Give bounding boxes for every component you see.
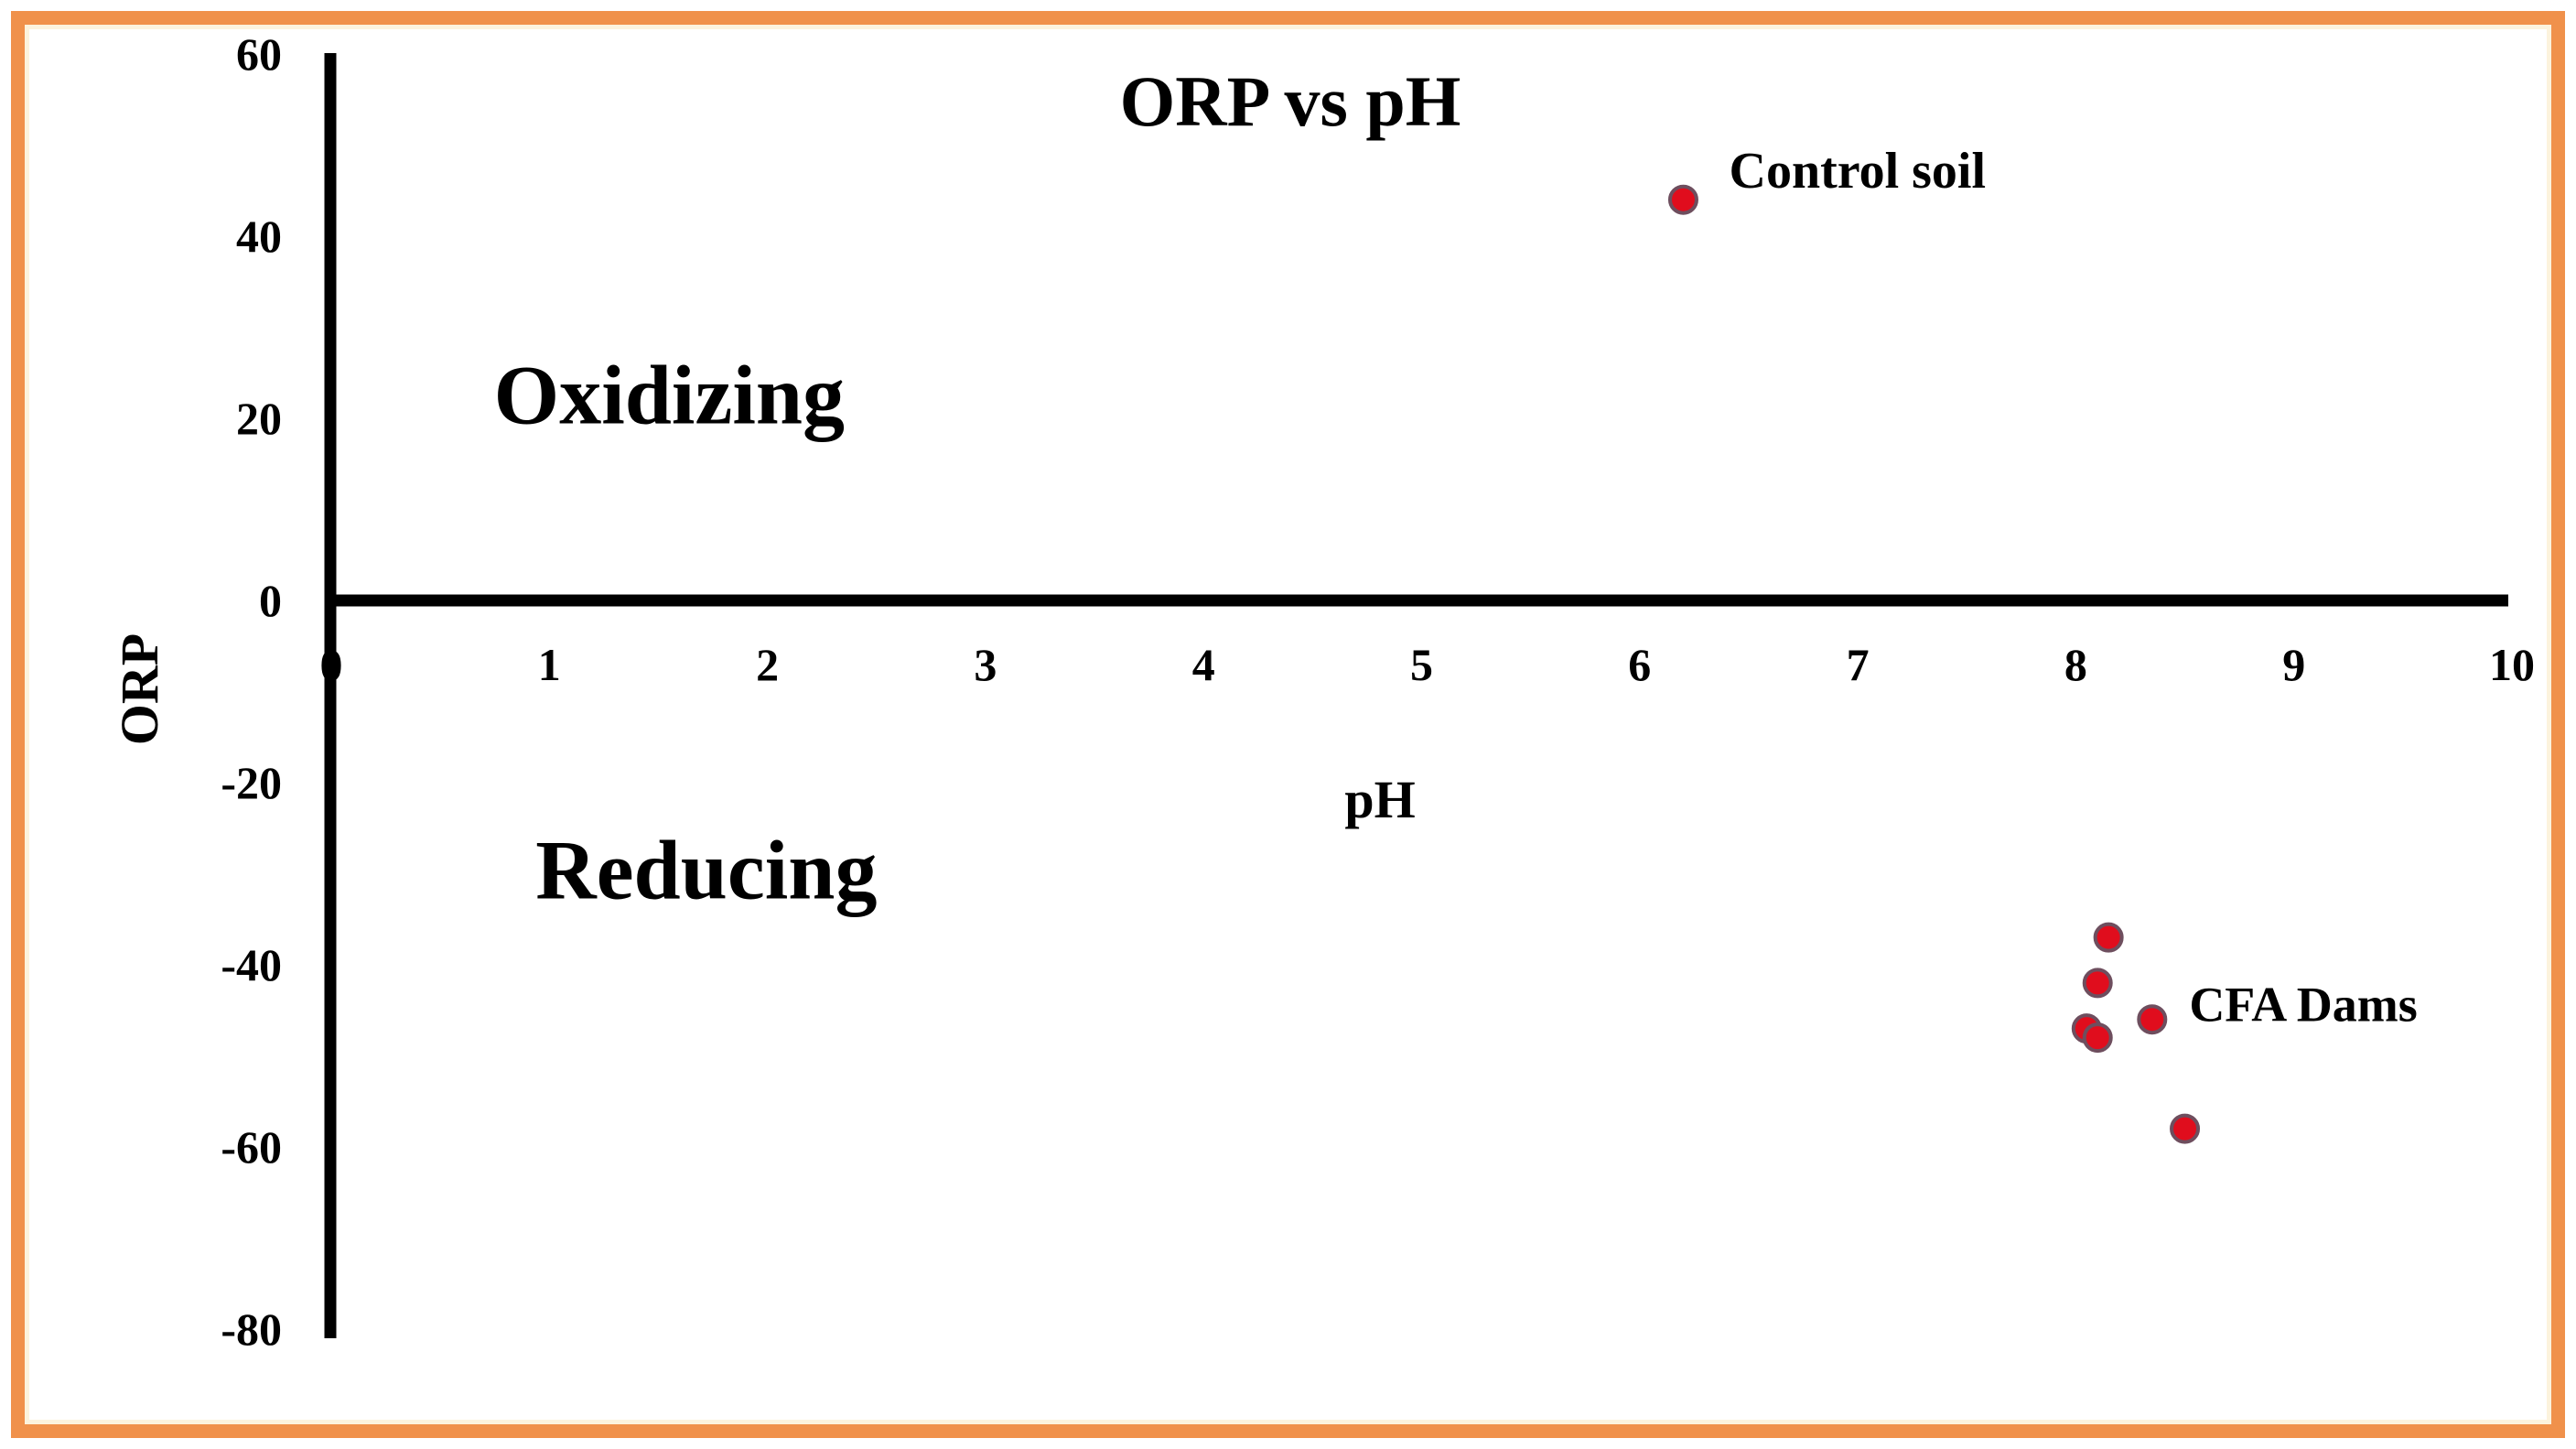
y-tick-label: -20: [221, 757, 282, 808]
x-tick-label: 10: [2489, 639, 2535, 690]
data-point: [2093, 922, 2124, 953]
x-tick-label: 4: [1192, 639, 1215, 690]
x-tick-label: 9: [2282, 639, 2305, 690]
y-tick-label: 60: [236, 28, 282, 80]
data-points: [1667, 184, 2201, 1144]
data-point: [2137, 1004, 2168, 1035]
x-axis-label: pH: [1344, 770, 1415, 829]
x-tick-label: 8: [2064, 639, 2087, 690]
y-tick-label: -60: [221, 1121, 282, 1173]
annotation-label: Oxidizing: [494, 348, 845, 441]
x-tick-label: 1: [538, 639, 561, 690]
annotation-label: Control soil: [1730, 143, 1987, 200]
data-point: [1667, 184, 1698, 215]
x-tick-label: 5: [1410, 639, 1433, 690]
x-tick-label: 6: [1628, 639, 1651, 690]
frame-inner-line: [24, 24, 2552, 1425]
annotation-label: Reducing: [535, 824, 877, 917]
data-point: [2170, 1113, 2201, 1144]
annotations: Control soil CFA Dams Oxidizing Reducing: [494, 143, 2418, 1033]
y-tick-label: 20: [236, 393, 282, 444]
y-tick-labels: 60 40 20 0 -20 -40 -60 -80: [221, 28, 282, 1355]
data-point: [2082, 968, 2113, 999]
y-axis-label: ORP: [110, 633, 169, 745]
x-tick-labels: 0 1 2 3 4 5 6 7 8 9 10: [320, 639, 2536, 690]
y-tick-label: 0: [259, 575, 282, 626]
frame-border: [11, 11, 2565, 1438]
y-tick-label: -40: [221, 939, 282, 990]
data-point: [2082, 1022, 2113, 1054]
y-tick-label: 40: [236, 211, 282, 262]
y-tick-label: -80: [221, 1303, 282, 1355]
chart-title: ORP vs pH: [1120, 61, 1461, 141]
x-tick-label: 2: [756, 639, 779, 690]
x-tick-label: 3: [974, 639, 997, 690]
annotation-label: CFA Dams: [2189, 978, 2418, 1033]
x-tick-label: 7: [1847, 639, 1870, 690]
x-tick-label: 0: [320, 639, 343, 690]
